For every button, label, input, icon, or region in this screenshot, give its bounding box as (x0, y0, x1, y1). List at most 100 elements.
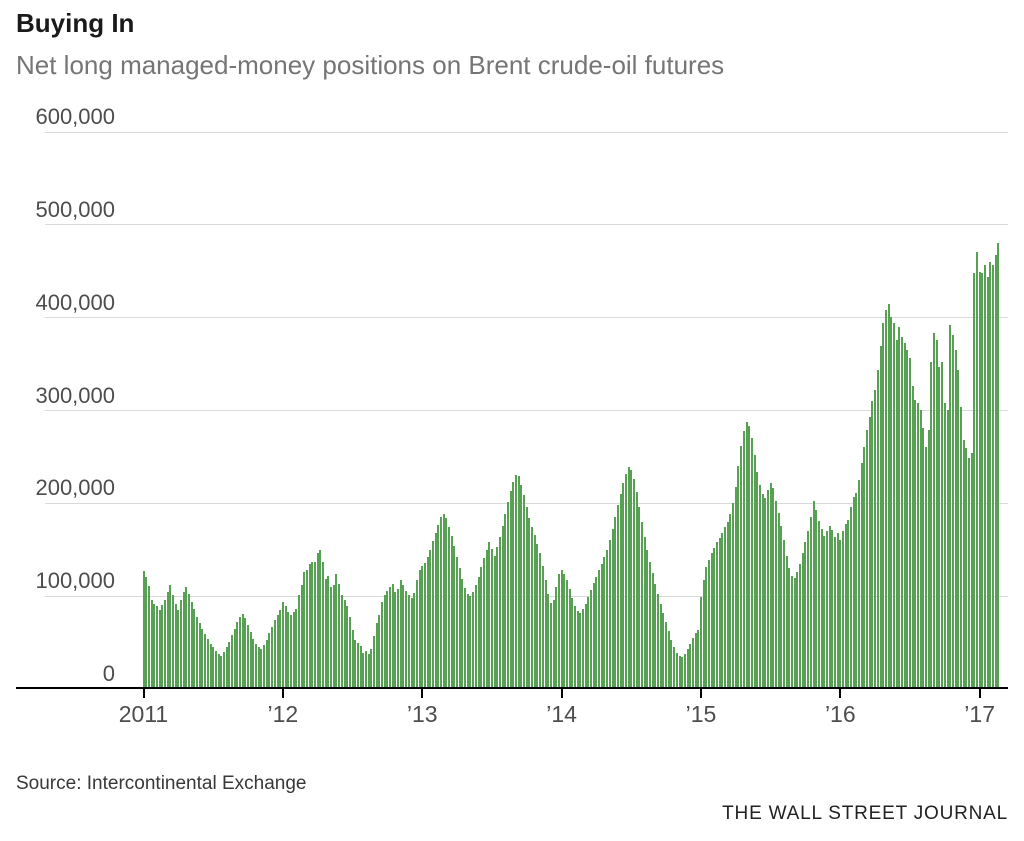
bar (287, 611, 290, 689)
bar (887, 303, 890, 689)
bar (882, 323, 885, 689)
bar (914, 400, 917, 689)
bar (986, 276, 989, 689)
bar (453, 546, 456, 689)
bar (276, 614, 279, 689)
bar (876, 369, 879, 689)
bar (823, 535, 826, 689)
bar (777, 512, 780, 689)
bar (488, 542, 491, 689)
bar (439, 517, 442, 689)
bar (557, 573, 560, 689)
bar (314, 561, 317, 689)
bar (989, 261, 992, 689)
y-tick-label: 100,000 (35, 568, 115, 594)
bar (769, 482, 772, 689)
bar (450, 535, 453, 689)
bar (359, 646, 362, 689)
bar (654, 584, 657, 689)
bar (498, 536, 501, 689)
bar (480, 567, 483, 689)
bar (413, 593, 416, 689)
bar (268, 633, 271, 689)
bar (716, 542, 719, 689)
bar (423, 562, 426, 689)
bar (305, 570, 308, 689)
bar (429, 549, 432, 689)
bar (474, 585, 477, 689)
bar (552, 599, 555, 689)
bar (155, 606, 158, 689)
bar (997, 243, 1000, 689)
bar (828, 525, 831, 689)
bar (214, 650, 217, 689)
bar (724, 527, 727, 689)
bar (506, 502, 509, 689)
bar (145, 576, 148, 689)
bar (330, 586, 333, 689)
bar (662, 612, 665, 689)
bar (670, 639, 673, 689)
bar (941, 362, 944, 689)
bar (338, 584, 341, 689)
x-tick (421, 689, 424, 698)
bar (582, 609, 585, 689)
bar (590, 589, 593, 689)
bar (407, 595, 410, 689)
bar (788, 568, 791, 689)
bar (603, 557, 606, 689)
bar (697, 629, 700, 689)
bar (153, 603, 156, 689)
y-tick-label: 200,000 (35, 475, 115, 501)
bar (565, 580, 568, 689)
bar (257, 647, 260, 689)
bar (753, 455, 756, 689)
bar (185, 586, 188, 689)
bar (906, 350, 909, 689)
bar (917, 403, 920, 689)
bar (911, 386, 914, 689)
bar (533, 534, 536, 689)
bar (608, 540, 611, 689)
bar (343, 599, 346, 689)
bar (611, 529, 614, 689)
bar (292, 611, 295, 689)
bar (501, 525, 504, 689)
bar (437, 524, 440, 689)
bar (981, 273, 984, 689)
bar (707, 559, 710, 689)
bar (681, 656, 684, 689)
bar (265, 639, 268, 689)
bar (745, 421, 748, 689)
bar (523, 494, 526, 689)
bar (858, 480, 861, 689)
chart-subtitle: Net long managed-money positions on Bren… (16, 50, 725, 80)
bar (836, 533, 839, 689)
x-tick-label: ’17 (964, 701, 995, 727)
bar (394, 592, 397, 689)
bar (397, 588, 400, 689)
publisher-credit: THE WALL STREET JOURNAL (722, 803, 1008, 824)
gridline-600000 (45, 131, 1008, 133)
bar (364, 650, 367, 689)
bar (383, 595, 386, 689)
bar (515, 474, 518, 689)
gridline-500000 (45, 224, 1008, 226)
bar (959, 406, 962, 689)
bar (461, 579, 464, 689)
bar (817, 520, 820, 689)
bar (509, 491, 512, 689)
bar (598, 570, 601, 689)
gridline-400000 (45, 317, 1008, 319)
bar (651, 572, 654, 689)
bar (445, 518, 448, 689)
bar (756, 471, 759, 689)
bar (646, 549, 649, 689)
bar (866, 430, 869, 689)
bar (729, 514, 732, 689)
bar (458, 568, 461, 689)
bar (332, 585, 335, 689)
x-tick (699, 689, 702, 698)
x-tick (978, 689, 981, 698)
bar (311, 561, 314, 689)
